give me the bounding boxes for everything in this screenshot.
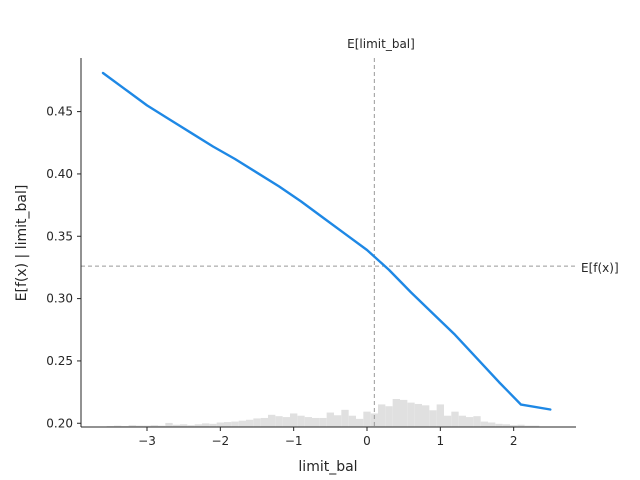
histogram-bar (253, 418, 261, 427)
histogram-bar (392, 399, 400, 427)
histogram-bar (414, 403, 422, 427)
reference-label-vertical: E[limit_bal] (347, 37, 415, 51)
histogram-bar (114, 425, 122, 427)
reference-label-horizontal: E[f(x)] (581, 261, 619, 275)
histogram-bar (202, 423, 210, 427)
histogram-bar (532, 425, 540, 427)
histogram-bar (216, 422, 224, 427)
histogram-bar (150, 425, 158, 427)
x-tick-label: −2 (211, 434, 229, 448)
series-line (101, 71, 552, 411)
histogram-bar (260, 417, 268, 427)
histogram-bar (312, 417, 320, 427)
histogram-bar (480, 421, 488, 427)
histogram-bar (473, 416, 481, 427)
y-tick-label: 0.35 (46, 229, 73, 243)
histogram-bar (128, 425, 136, 427)
histogram-bar (275, 416, 283, 427)
series-line-group (101, 71, 552, 411)
histogram-bar (165, 422, 173, 427)
histogram-bar (495, 423, 503, 427)
histogram-bar (180, 424, 188, 427)
histogram (106, 399, 540, 427)
histogram-bar (246, 419, 254, 427)
histogram-bar (238, 420, 246, 427)
histogram-bar (341, 409, 349, 427)
y-tick-label: 0.25 (46, 354, 73, 368)
histogram-bar (187, 425, 195, 427)
histogram-bar (400, 399, 408, 427)
histogram-bar (524, 425, 532, 427)
histogram-bar (444, 415, 452, 427)
x-tick-label: −3 (138, 434, 156, 448)
histogram-bar (136, 425, 144, 427)
histogram-bar (297, 415, 305, 427)
histogram-bar (231, 421, 239, 427)
histogram-bar (356, 418, 364, 427)
histogram-bar (172, 424, 180, 427)
histogram-bar (458, 415, 466, 427)
y-axis-title: E[f(x) | limit_bal] (14, 185, 30, 302)
reference-lines (81, 58, 576, 427)
histogram-bar (510, 425, 518, 427)
y-tick-label: 0.45 (46, 105, 73, 119)
histogram-bar (326, 412, 334, 427)
histogram-bar (363, 411, 371, 427)
histogram-bar (517, 424, 525, 427)
histogram-bar (378, 404, 386, 427)
histogram-bar (304, 417, 312, 427)
x-tick-label: −1 (285, 434, 303, 448)
x-tick-label: 2 (510, 434, 518, 448)
axes: −3 −2 −1 0 1 2 0.20 0.25 0.30 0.35 0.40 0.45 (46, 58, 576, 448)
histogram-bar (385, 406, 393, 427)
histogram-bar (407, 402, 415, 427)
histogram-bar (158, 425, 166, 427)
histogram-bar (319, 417, 327, 427)
histogram-bar (143, 425, 151, 427)
histogram-bar (436, 404, 444, 427)
histogram-bar (268, 414, 276, 427)
histogram-bar (488, 422, 496, 427)
histogram-bar (209, 423, 217, 427)
y-tick-label: 0.30 (46, 292, 73, 306)
histogram-bar (422, 405, 430, 427)
y-tick-label: 0.20 (46, 416, 73, 430)
histogram-bar (282, 417, 290, 427)
histogram-bar (348, 415, 356, 427)
histogram-bar (194, 424, 202, 427)
histogram-bar (334, 415, 342, 427)
histogram-bar (451, 411, 459, 427)
histogram-bar (290, 413, 298, 427)
y-tick-label: 0.40 (46, 167, 73, 181)
histogram-bar (502, 424, 510, 427)
histogram-bar (224, 422, 232, 427)
histogram-bar (370, 413, 378, 427)
histogram-bar (466, 417, 474, 427)
x-axis-title: limit_bal (298, 459, 357, 475)
x-tick-label: 0 (363, 434, 371, 448)
histogram-bar (429, 410, 437, 427)
x-tick-label: 1 (437, 434, 445, 448)
